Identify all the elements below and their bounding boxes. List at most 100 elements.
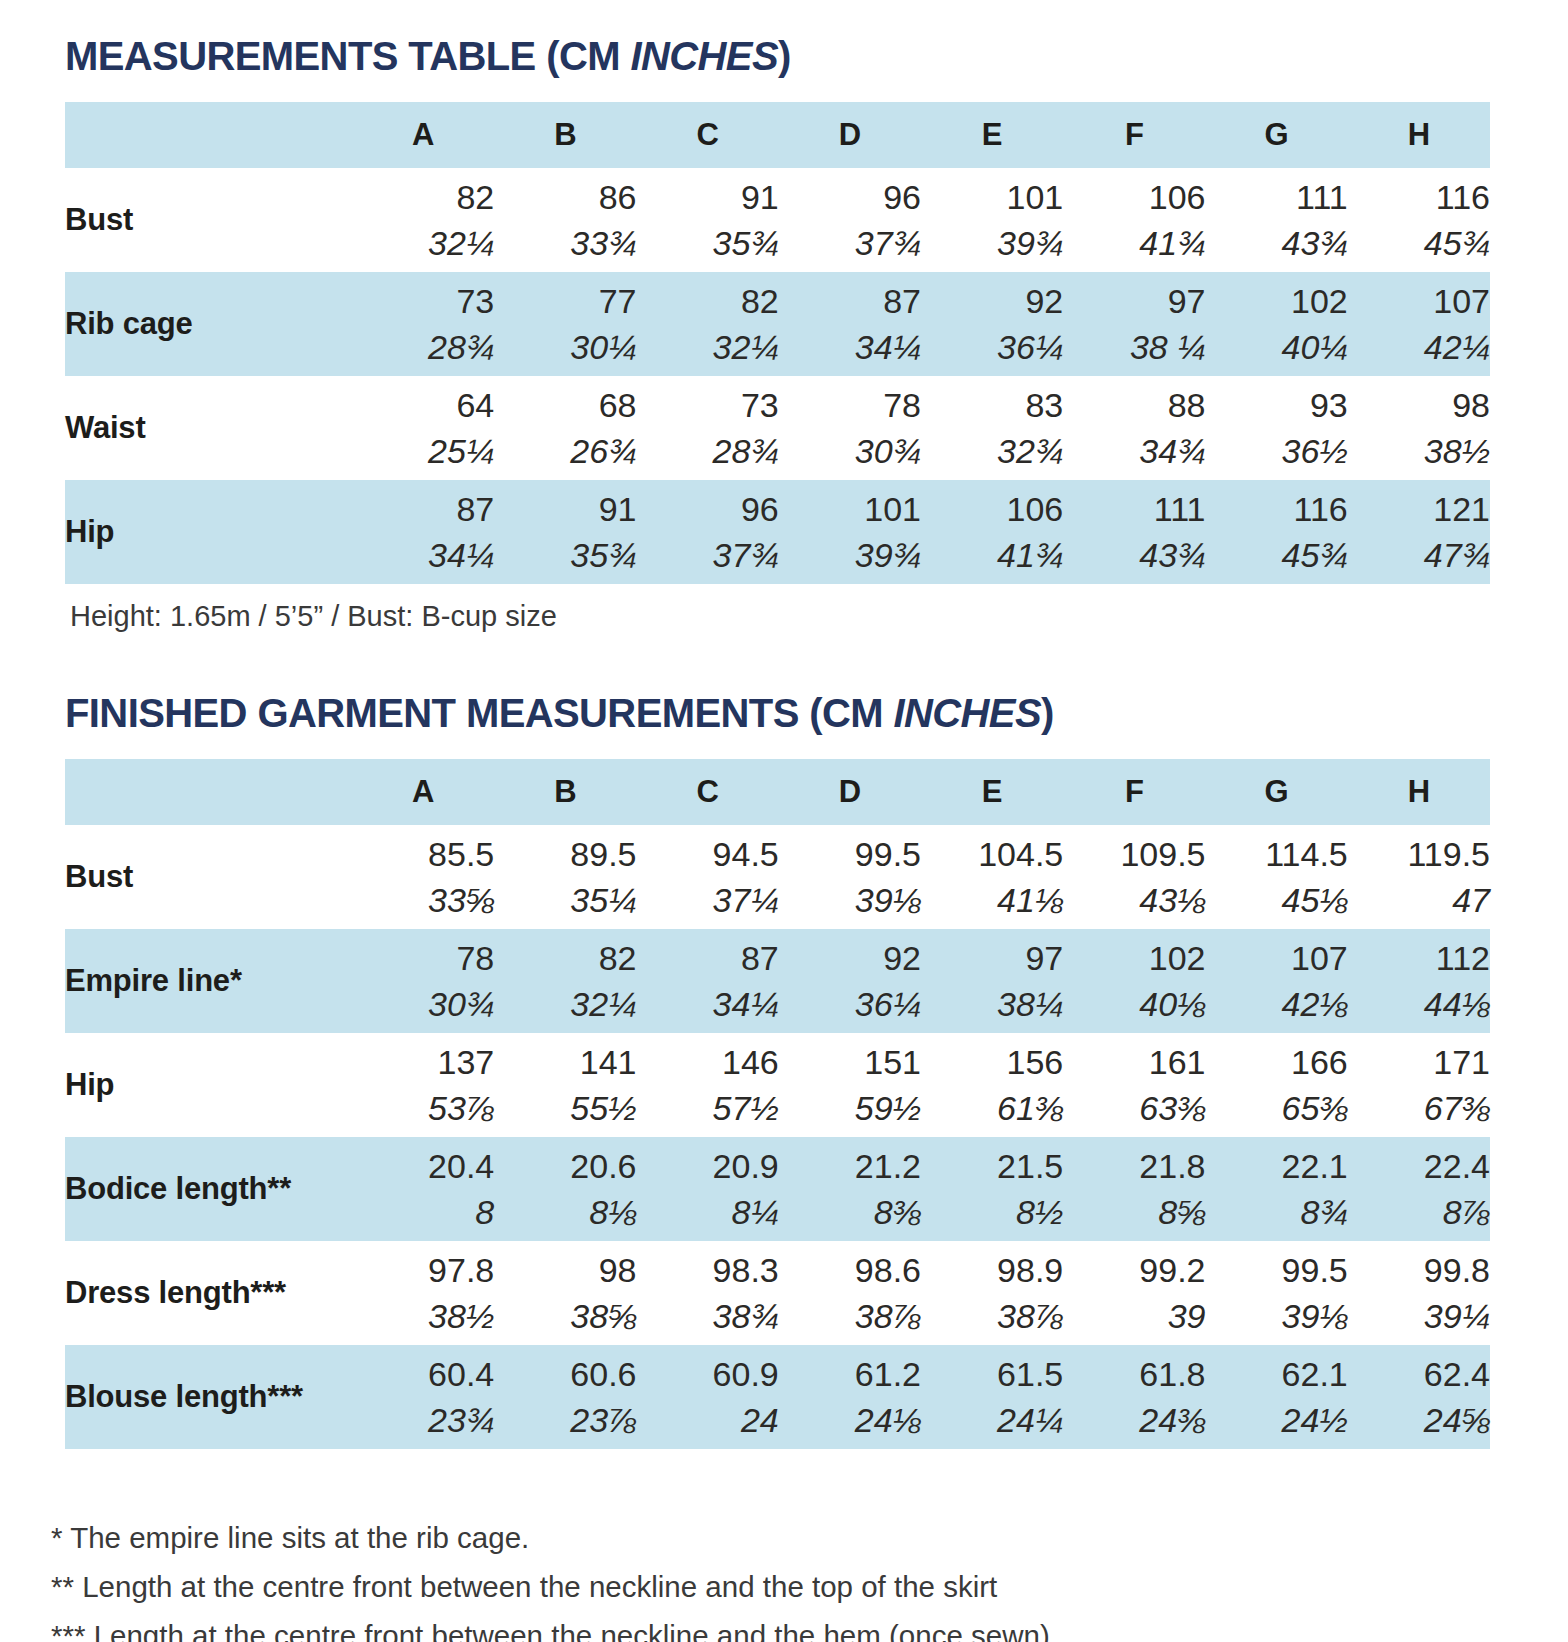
measurement-cell: 114.545⅛ <box>1206 825 1348 929</box>
cm-value: 61.8 <box>1063 1351 1205 1397</box>
inches-value: 8⅜ <box>779 1189 921 1235</box>
title-suffix-text: ) <box>1041 691 1054 735</box>
measurement-cell: 60.924 <box>637 1345 779 1449</box>
cm-value: 141 <box>494 1039 636 1085</box>
cm-value: 22.4 <box>1348 1143 1490 1189</box>
size-column-c: C <box>637 102 779 168</box>
table-row: Waist6425¼6826¾7328¾7830¾8332¾8834¾9336½… <box>65 376 1490 480</box>
cm-value: 91 <box>494 486 636 532</box>
cm-value: 161 <box>1063 1039 1205 1085</box>
measurement-cell: 62.424⅝ <box>1348 1345 1490 1449</box>
size-column-g: G <box>1206 759 1348 825</box>
size-column-e: E <box>921 759 1063 825</box>
inches-value: 39¾ <box>921 220 1063 266</box>
size-column-d: D <box>779 759 921 825</box>
measurements-table-body: Bust8232¼8633¾9135¾9637¾10139¾10641¾1114… <box>65 168 1490 584</box>
row-label: Bust <box>65 168 352 272</box>
cm-value: 20.9 <box>637 1143 779 1189</box>
measurement-cell: 9236¼ <box>779 929 921 1033</box>
inches-value: 38¼ <box>921 981 1063 1027</box>
measurement-cell: 9135¾ <box>494 480 636 584</box>
cm-value: 89.5 <box>494 831 636 877</box>
measurement-cell: 11244⅛ <box>1348 929 1490 1033</box>
measurement-cell: 89.535¼ <box>494 825 636 929</box>
cm-value: 73 <box>637 382 779 428</box>
measurement-cell: 8834¾ <box>1063 376 1205 480</box>
measurement-cell: 62.124½ <box>1206 1345 1348 1449</box>
inches-value: 8⅝ <box>1063 1189 1205 1235</box>
table-row: Empire line*7830¾8232¼8734¼9236¼9738¼102… <box>65 929 1490 1033</box>
measurement-cell: 99.839¼ <box>1348 1241 1490 1345</box>
measurement-cell: 9838⅝ <box>494 1241 636 1345</box>
measurement-cell: 16163⅜ <box>1063 1033 1205 1137</box>
corner-cell <box>65 759 352 825</box>
measurement-cell: 20.48 <box>352 1137 494 1241</box>
cm-value: 82 <box>494 935 636 981</box>
measurement-cell: 22.48⅞ <box>1348 1137 1490 1241</box>
cm-value: 78 <box>352 935 494 981</box>
cm-value: 102 <box>1063 935 1205 981</box>
inches-value: 41¾ <box>1063 220 1205 266</box>
inches-value: 42¼ <box>1348 324 1490 370</box>
cm-value: 87 <box>637 935 779 981</box>
inches-value: 40¼ <box>1206 324 1348 370</box>
cm-value: 20.4 <box>352 1143 494 1189</box>
cm-value: 104.5 <box>921 831 1063 877</box>
cm-value: 87 <box>352 486 494 532</box>
cm-value: 166 <box>1206 1039 1348 1085</box>
row-label: Dress length*** <box>65 1241 352 1345</box>
inches-value: 23¾ <box>352 1397 494 1443</box>
measurement-cell: 9637¾ <box>779 168 921 272</box>
size-column-d: D <box>779 102 921 168</box>
inches-value: 32¼ <box>637 324 779 370</box>
row-label: Hip <box>65 480 352 584</box>
measurement-cell: 8734¼ <box>637 929 779 1033</box>
title-italic-text: INCHES <box>894 691 1042 735</box>
cm-value: 116 <box>1348 174 1490 220</box>
size-column-a: A <box>352 102 494 168</box>
cm-value: 68 <box>494 382 636 428</box>
cm-value: 96 <box>779 174 921 220</box>
cm-value: 21.8 <box>1063 1143 1205 1189</box>
inches-value: 34¼ <box>352 532 494 578</box>
table-row: Rib cage7328¾7730¼8232¼8734¼9236¼9738 ¼1… <box>65 272 1490 376</box>
inches-value: 45¾ <box>1348 220 1490 266</box>
row-label: Blouse length*** <box>65 1345 352 1449</box>
measurement-cell: 15159½ <box>779 1033 921 1137</box>
cm-value: 119.5 <box>1348 831 1490 877</box>
inches-value: 28¾ <box>352 324 494 370</box>
inches-value: 8½ <box>921 1189 1063 1235</box>
measurement-cell: 7830¾ <box>779 376 921 480</box>
measurement-cell: 10240⅛ <box>1063 929 1205 1033</box>
size-header: ABCDEFGH <box>65 759 1490 825</box>
measurement-cell: 9637¾ <box>637 480 779 584</box>
measurement-cell: 8734¼ <box>352 480 494 584</box>
measurement-cell: 98.938⅞ <box>921 1241 1063 1345</box>
size-column-c: C <box>637 759 779 825</box>
cm-value: 109.5 <box>1063 831 1205 877</box>
inches-value: 8 <box>352 1189 494 1235</box>
inches-value: 8⅛ <box>494 1189 636 1235</box>
measurement-cell: 10742¼ <box>1348 272 1490 376</box>
table-row: Bodice length**20.4820.68⅛20.98¼21.28⅜21… <box>65 1137 1490 1241</box>
row-label: Hip <box>65 1033 352 1137</box>
inches-value: 24⅜ <box>1063 1397 1205 1443</box>
size-column-b: B <box>494 102 636 168</box>
inches-value: 8¾ <box>1206 1189 1348 1235</box>
row-label: Empire line* <box>65 929 352 1033</box>
measurement-cell: 17167⅜ <box>1348 1033 1490 1137</box>
measurement-cell: 10139¾ <box>921 168 1063 272</box>
inches-value: 8¼ <box>637 1189 779 1235</box>
measurement-cell: 99.539⅛ <box>779 825 921 929</box>
cm-value: 73 <box>352 278 494 324</box>
table-row: Bust8232¼8633¾9135¾9637¾10139¾10641¾1114… <box>65 168 1490 272</box>
cm-value: 121 <box>1348 486 1490 532</box>
cm-value: 87 <box>779 278 921 324</box>
cm-value: 83 <box>921 382 1063 428</box>
inches-value: 39⅛ <box>779 877 921 923</box>
title-text: MEASUREMENTS TABLE (CM <box>65 34 630 78</box>
cm-value: 101 <box>779 486 921 532</box>
measurement-cell: 9135¾ <box>637 168 779 272</box>
measurement-cell: 13753⅞ <box>352 1033 494 1137</box>
finished-garment-table: ABCDEFGH Bust85.533⅝89.535¼94.537¼99.539… <box>65 759 1490 1449</box>
